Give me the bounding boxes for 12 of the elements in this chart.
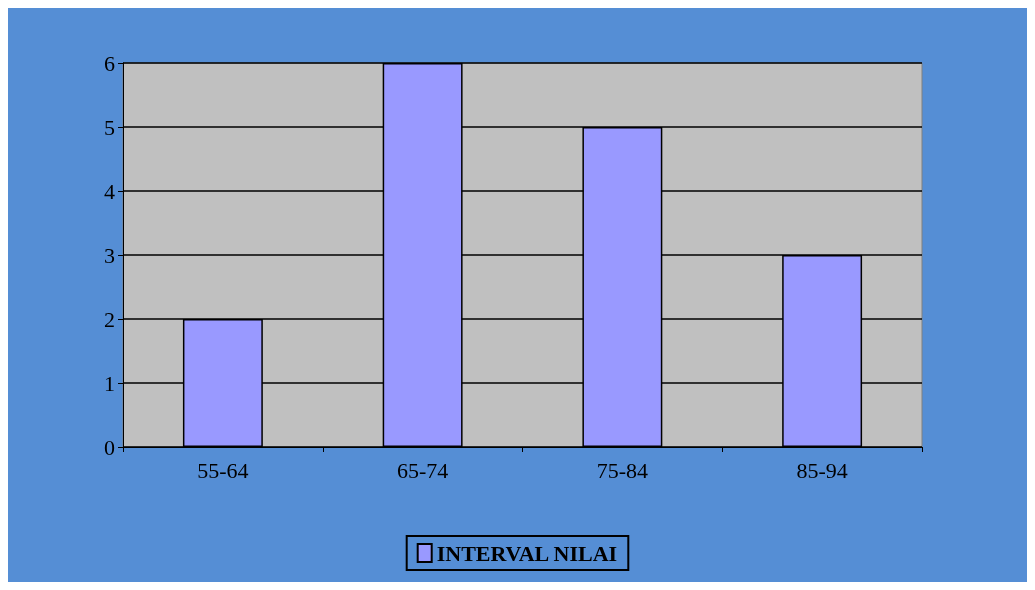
y-tick-label: 3 [104, 242, 115, 268]
y-tick-label: 5 [104, 114, 115, 140]
y-tick-label: 1 [104, 370, 115, 396]
x-tick-label: 75-84 [596, 457, 649, 483]
y-tick-label: 0 [104, 434, 115, 460]
x-tick-label: 85-94 [796, 457, 848, 483]
y-tick-label: 6 [104, 50, 115, 76]
x-tick-label: 55-64 [197, 457, 249, 483]
x-tick-label: 65-74 [396, 457, 449, 483]
legend-label: INTERVAL NILAI [436, 540, 618, 566]
y-tick-label: 2 [104, 306, 115, 332]
y-tick-label: 4 [104, 178, 115, 204]
